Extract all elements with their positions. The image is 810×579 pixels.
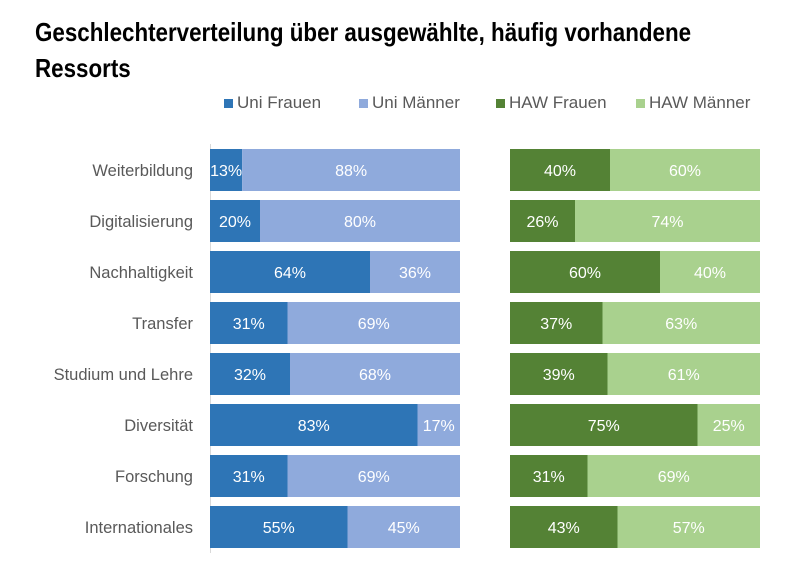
bar-segment-uni-frauen xyxy=(210,353,290,395)
bar-segment-haw-maenner xyxy=(610,149,760,191)
data-label: 75% xyxy=(588,418,620,435)
legend-swatch-haw-frauen xyxy=(496,98,505,108)
data-label: 31% xyxy=(533,469,565,486)
bar-segment-haw-frauen xyxy=(510,353,608,395)
bar-segment-uni-frauen xyxy=(210,302,288,344)
chart-title-line-1: Geschlechterverteilung über ausgewählte,… xyxy=(35,17,692,47)
chart-title-line-2: Ressorts xyxy=(35,53,131,83)
legend-label-uni-frauen: Uni Frauen xyxy=(237,93,322,112)
bar-segment-uni-maenner xyxy=(347,506,460,548)
bar-segment-haw-frauen xyxy=(510,251,660,293)
data-label: 43% xyxy=(548,520,580,537)
category-label: Studium und Lehre xyxy=(54,366,193,384)
data-label: 31% xyxy=(233,469,265,486)
data-label: 37% xyxy=(540,316,572,333)
chart-title: Geschlechterverteilung über ausgewählte,… xyxy=(35,14,692,86)
bar-segment-haw-frauen xyxy=(510,455,588,497)
bar-segment-haw-maenner xyxy=(575,200,760,242)
bar-segment-haw-frauen xyxy=(510,200,575,242)
bar-segment-uni-maenner xyxy=(417,404,460,446)
data-label: 40% xyxy=(694,265,726,282)
data-label: 60% xyxy=(669,163,701,180)
bar-segment-haw-frauen xyxy=(510,404,698,446)
data-label: 31% xyxy=(233,316,265,333)
data-label: 63% xyxy=(665,316,697,333)
data-label: 40% xyxy=(544,163,576,180)
data-label: 69% xyxy=(658,469,690,486)
data-label: 26% xyxy=(526,214,558,231)
data-label: 74% xyxy=(651,214,683,231)
data-label: 17% xyxy=(423,418,455,435)
bar-segment-haw-maenner xyxy=(697,404,760,446)
bar-segment-uni-maenner xyxy=(290,353,460,395)
legend: Uni Frauen Uni Männer HAW Frauen HAW Män… xyxy=(0,93,810,115)
bar-segment-uni-frauen xyxy=(210,200,260,242)
legend-item-haw-frauen: HAW Frauen xyxy=(496,93,607,113)
data-label: 83% xyxy=(298,418,330,435)
bar-segment-uni-maenner xyxy=(287,455,460,497)
data-label: 80% xyxy=(344,214,376,231)
bar-segment-uni-frauen xyxy=(210,455,288,497)
data-label: 64% xyxy=(274,265,306,282)
legend-item-uni-maenner: Uni Männer xyxy=(359,93,460,113)
category-label: Nachhaltigkeit xyxy=(89,264,193,282)
bar-segment-uni-maenner xyxy=(242,149,460,191)
legend-item-haw-maenner: HAW Männer xyxy=(636,93,750,113)
data-label: 20% xyxy=(219,214,251,231)
data-label: 57% xyxy=(673,520,705,537)
category-label: Transfer xyxy=(132,315,193,333)
legend-swatch-uni-maenner xyxy=(359,98,368,108)
bar-segment-haw-maenner xyxy=(660,251,760,293)
bar-segment-uni-maenner xyxy=(260,200,460,242)
data-label: 39% xyxy=(543,367,575,384)
bar-segment-haw-maenner xyxy=(587,455,760,497)
bar-segment-haw-maenner xyxy=(617,506,760,548)
legend-item-uni-frauen: Uni Frauen xyxy=(224,93,321,113)
bar-segment-uni-frauen xyxy=(210,404,418,446)
data-label: 55% xyxy=(263,520,295,537)
bar-segment-haw-maenner xyxy=(602,302,760,344)
data-label: 25% xyxy=(713,418,745,435)
data-label: 32% xyxy=(234,367,266,384)
data-label: 13% xyxy=(210,163,242,180)
data-label: 88% xyxy=(335,163,367,180)
category-label: Forschung xyxy=(115,468,193,486)
data-label: 61% xyxy=(668,367,700,384)
bar-segment-uni-frauen xyxy=(210,149,243,191)
data-label: 68% xyxy=(359,367,391,384)
data-label: 45% xyxy=(388,520,420,537)
bar-segment-uni-frauen xyxy=(210,506,348,548)
bar-segment-uni-frauen xyxy=(210,251,370,293)
legend-label-uni-maenner: Uni Männer xyxy=(372,93,460,112)
bar-segment-haw-frauen xyxy=(510,506,618,548)
legend-swatch-uni-frauen xyxy=(224,98,233,108)
legend-label-haw-maenner: HAW Männer xyxy=(649,93,751,112)
bar-segment-haw-maenner xyxy=(607,353,760,395)
bar-segment-haw-frauen xyxy=(510,149,610,191)
category-label: Diversität xyxy=(124,417,193,435)
data-label: 36% xyxy=(399,265,431,282)
bar-segment-uni-maenner xyxy=(370,251,460,293)
data-label: 69% xyxy=(358,316,390,333)
data-label: 60% xyxy=(569,265,601,282)
data-label: 69% xyxy=(358,469,390,486)
category-label: Internationales xyxy=(85,519,193,537)
bar-segment-uni-maenner xyxy=(287,302,460,344)
legend-swatch-haw-maenner xyxy=(636,98,645,108)
bar-segment-haw-frauen xyxy=(510,302,603,344)
category-label: Weiterbildung xyxy=(92,162,193,180)
category-label: Digitalisierung xyxy=(89,213,193,231)
legend-label-haw-frauen: HAW Frauen xyxy=(509,93,607,112)
